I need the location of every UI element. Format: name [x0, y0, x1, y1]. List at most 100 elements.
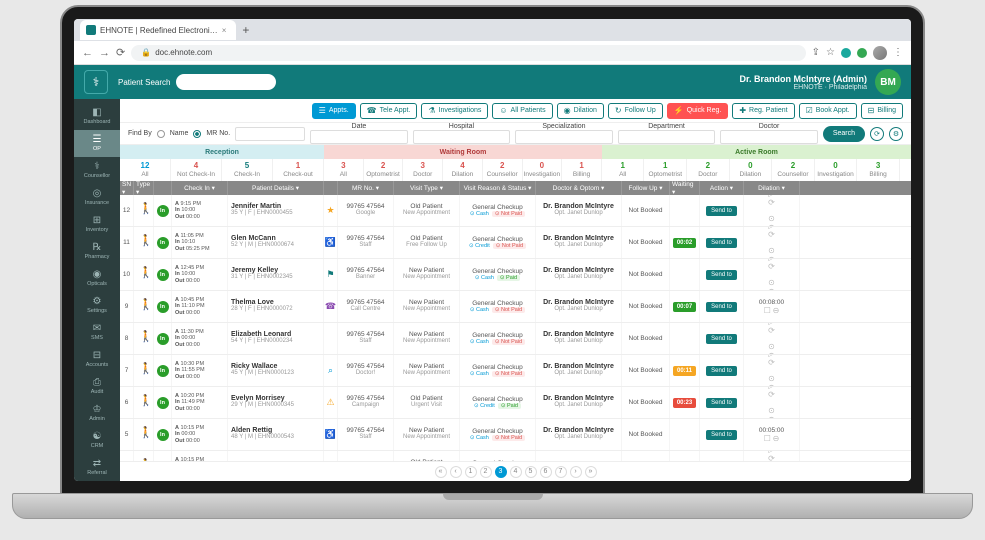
findby-input[interactable]: [235, 127, 305, 141]
refresh-button[interactable]: ⟳: [870, 127, 884, 141]
sendto-button[interactable]: Send to: [706, 334, 737, 344]
mrno-radio[interactable]: [193, 130, 201, 138]
count-counsellor[interactable]: 2Counsellor: [772, 159, 815, 181]
count-check-out[interactable]: 1Check-out: [273, 159, 324, 181]
menu-icon[interactable]: ⋮: [893, 47, 903, 58]
th-patient-details[interactable]: Patient Details ▾: [228, 181, 324, 195]
forward-icon[interactable]: →: [99, 47, 110, 59]
sidebar-item-accounts[interactable]: ⊟Accounts: [74, 346, 120, 373]
th-follow-up[interactable]: Follow Up ▾: [622, 181, 670, 195]
share-icon[interactable]: ⇪: [812, 47, 820, 58]
table-row[interactable]: 5🚶InA 10:15 PMIn 00:00Out 00:00Alden Ret…: [120, 419, 911, 451]
investigationsbutton[interactable]: ⚗Investigations: [421, 103, 488, 119]
sidebar-item-op[interactable]: ☰OP: [74, 130, 120, 157]
sidebar-item-counsellor[interactable]: ⚕Counsellor: [74, 157, 120, 184]
quick-reg-button[interactable]: ⚡Quick Reg.: [667, 103, 729, 119]
sendto-button[interactable]: Send to: [706, 238, 737, 248]
sidebar-item-dashboard[interactable]: ◧Dashboard: [74, 103, 120, 130]
page-last[interactable]: »: [585, 466, 597, 478]
count-billing[interactable]: 1Billing: [562, 159, 602, 181]
count-investigation[interactable]: 0Investigation: [523, 159, 563, 181]
page-4[interactable]: 4: [510, 466, 522, 478]
table-row[interactable]: 9🚶InA 10:45 PMIn 11:10 PMOut 00:00Thelma…: [120, 291, 911, 323]
th-visit-reason-status[interactable]: Visit Reason & Status ▾: [460, 181, 536, 195]
count-dilation[interactable]: 4Dilation: [443, 159, 483, 181]
count-counsellor[interactable]: 2Counsellor: [483, 159, 523, 181]
reg-patientbutton[interactable]: ✚Reg. Patient: [732, 103, 794, 119]
close-icon[interactable]: ×: [222, 26, 227, 35]
extension2-icon[interactable]: [857, 48, 867, 58]
table-row[interactable]: 8🚶InA 11:30 PMIn 00:00Out 00:00Elizabeth…: [120, 323, 911, 355]
page-6[interactable]: 6: [540, 466, 552, 478]
th-doctor-optom[interactable]: Doctor & Optom ▾: [536, 181, 622, 195]
table-row[interactable]: 7🚶InA 10:30 PMIn 11:55 PMOut 00:00Ricky …: [120, 355, 911, 387]
sidebar-item-opticals[interactable]: ◉Opticals: [74, 265, 120, 292]
tele-appt-button[interactable]: ☎Tele Appt.: [360, 103, 418, 119]
search-button[interactable]: Search: [823, 126, 865, 142]
sendto-button[interactable]: Send to: [706, 270, 737, 280]
th-mr-no-[interactable]: MR No. ▾: [338, 181, 394, 195]
star-icon[interactable]: ☆: [826, 47, 835, 58]
page-prev[interactable]: ‹: [450, 466, 462, 478]
app-logo[interactable]: ⚕: [84, 70, 108, 94]
date-input[interactable]: [310, 130, 408, 144]
table-row[interactable]: 6🚶InA 10:20 PMIn 11:49 PMOut 00:00Evelyn…: [120, 387, 911, 419]
sidebar-item-audit[interactable]: ⎙Audit: [74, 373, 120, 400]
sendto-button[interactable]: Send to: [706, 206, 737, 216]
th-waiting[interactable]: Waiting ▾: [670, 181, 700, 195]
page-2[interactable]: 2: [480, 466, 492, 478]
name-radio[interactable]: [157, 130, 165, 138]
page-5[interactable]: 5: [525, 466, 537, 478]
th-check-in[interactable]: Check In ▾: [172, 181, 228, 195]
count-check-in[interactable]: 5Check-In: [222, 159, 273, 181]
sendto-button[interactable]: Send to: [706, 430, 737, 440]
sidebar-item-inventory[interactable]: ⊞Inventory: [74, 211, 120, 238]
count-not-check-in[interactable]: 4Not Check-In: [171, 159, 222, 181]
appts-button[interactable]: ☰Appts.: [312, 103, 356, 119]
patient-search-input[interactable]: [176, 74, 276, 90]
sendto-button[interactable]: Send to: [706, 398, 737, 408]
sidebar-item-sms[interactable]: ✉SMS: [74, 319, 120, 346]
doctor-input[interactable]: [720, 130, 818, 144]
sendto-button[interactable]: Send to: [706, 302, 737, 312]
count-all[interactable]: 1All: [602, 159, 645, 181]
sidebar-item-insurance[interactable]: ◎Insurance: [74, 184, 120, 211]
sidebar-item-admin[interactable]: ♔Admin: [74, 400, 120, 427]
count-optometrist[interactable]: 2Optometrist: [364, 159, 404, 181]
count-all[interactable]: 12All: [120, 159, 171, 181]
billingbutton[interactable]: ⊟Billing: [861, 103, 903, 119]
th-action[interactable]: Action ▾: [700, 181, 744, 195]
th-dilation[interactable]: Dilation ▾: [744, 181, 800, 195]
new-tab-button[interactable]: +: [242, 23, 249, 37]
table-row[interactable]: 10🚶InA 12:45 PMIn 10:00Out 00:00Jeremy K…: [120, 259, 911, 291]
count-dilation[interactable]: 0Dilation: [730, 159, 773, 181]
specialization-input[interactable]: [515, 130, 613, 144]
back-icon[interactable]: ←: [82, 47, 93, 59]
count-all[interactable]: 3All: [324, 159, 364, 181]
browser-tab[interactable]: EHNOTE | Redefined Electroni… ×: [80, 20, 236, 40]
th-blank[interactable]: [324, 181, 338, 195]
table-row[interactable]: 12🚶InA 9:15 PMIn 10:00Out 00:00Jennifer …: [120, 195, 911, 227]
hospital-input[interactable]: [413, 130, 511, 144]
all-patientsbutton[interactable]: ☺All Patients: [492, 103, 552, 119]
user-avatar[interactable]: BM: [875, 69, 901, 95]
sidebar-item-crm[interactable]: ☯CRM: [74, 427, 120, 454]
settings-button[interactable]: ⚙: [889, 127, 903, 141]
count-investigation[interactable]: 0Investigation: [815, 159, 858, 181]
sidebar-item-settings[interactable]: ⚙Settings: [74, 292, 120, 319]
profile-icon[interactable]: [873, 46, 887, 60]
book-appt-button[interactable]: ☑Book Appt.: [799, 103, 857, 119]
page-7[interactable]: 7: [555, 466, 567, 478]
page-next[interactable]: ›: [570, 466, 582, 478]
sidebar-item-referral[interactable]: ⇄Referral: [74, 454, 120, 481]
follow-upbutton[interactable]: ↻Follow Up: [608, 103, 663, 119]
extension-icon[interactable]: [841, 48, 851, 58]
count-billing[interactable]: 3Billing: [857, 159, 900, 181]
department-input[interactable]: [618, 130, 716, 144]
th-visit-type[interactable]: Visit Type ▾: [394, 181, 460, 195]
reload-icon[interactable]: ⟳: [116, 46, 125, 59]
page-3[interactable]: 3: [495, 466, 507, 478]
sendto-button[interactable]: Send to: [706, 366, 737, 376]
table-row[interactable]: 4🚶InA 10:15 PMIn Out Raymond Kuhn99765 4…: [120, 451, 911, 461]
th-blank[interactable]: [154, 181, 172, 195]
